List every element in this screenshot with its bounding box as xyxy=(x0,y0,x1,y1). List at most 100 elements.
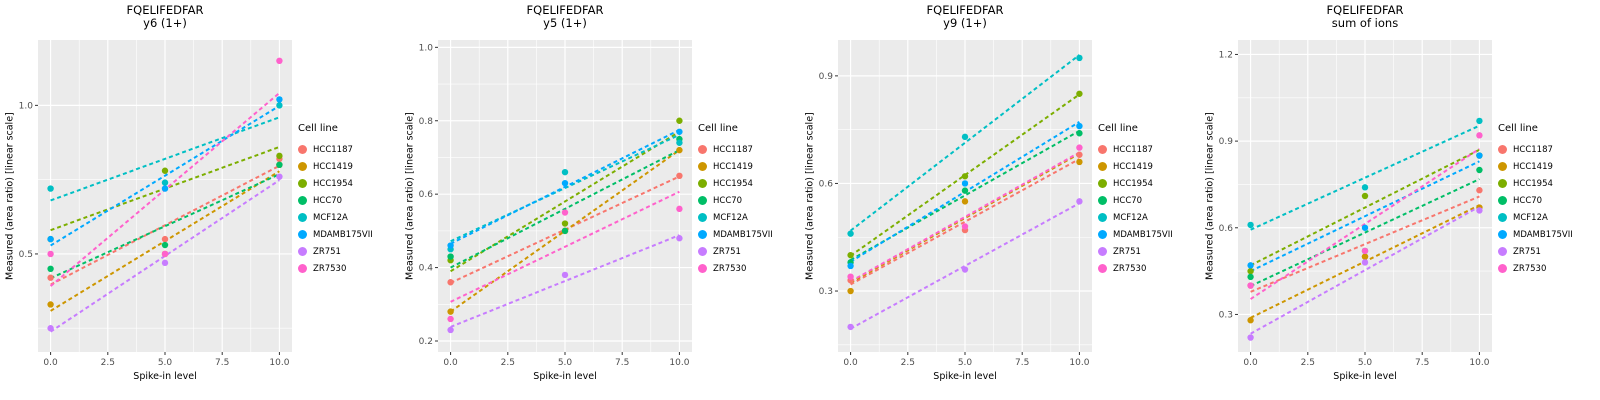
x-tick-label: 7.5 xyxy=(1015,358,1029,368)
legend-item-label: HCC1419 xyxy=(1513,161,1553,172)
legend-item: ZR7530 xyxy=(698,260,773,277)
legend-key-dot xyxy=(1098,145,1107,154)
x-tick-label: 0.0 xyxy=(43,358,58,368)
legend-item: ZR7530 xyxy=(1498,260,1573,277)
legend-item-label: HCC1187 xyxy=(713,144,753,155)
y-tick-label: 1.2 xyxy=(1219,50,1233,60)
y-tick-label: 0.2 xyxy=(419,337,433,347)
legend-item-label: ZR751 xyxy=(713,246,741,257)
legend-item: HCC1187 xyxy=(698,141,773,158)
legend-item-label: ZR751 xyxy=(313,246,341,257)
y-tick-label: 0.6 xyxy=(1219,224,1234,234)
legend-item-label: HCC1419 xyxy=(1113,161,1153,172)
y-tick-label: 0.6 xyxy=(419,190,434,200)
legend-item-label: MDAMB175VII xyxy=(1513,229,1573,240)
panel-title: FQELIFEDFAR xyxy=(126,3,204,17)
x-tick-label: 2.5 xyxy=(1301,358,1315,368)
legend-item-label: HCC1419 xyxy=(313,161,353,172)
legend-item-label: HCC1954 xyxy=(713,178,753,189)
panel-title: FQELIFEDFAR xyxy=(526,3,604,17)
legend-item: MCF12A xyxy=(698,209,773,226)
legend-title: Cell line xyxy=(298,123,338,134)
y-tick-label: 0.9 xyxy=(819,72,834,82)
legend-key-dot xyxy=(1498,162,1507,171)
legend-item-label: MCF12A xyxy=(1113,212,1148,223)
legend-item: MDAMB175VII xyxy=(298,226,373,243)
legend-key-dot xyxy=(298,247,307,256)
legend-item: HCC1954 xyxy=(298,175,373,192)
legend-item-label: ZR7530 xyxy=(1113,263,1147,274)
x-tick-label: 2.5 xyxy=(901,358,915,368)
x-tick-label: 5.0 xyxy=(958,358,973,368)
x-tick-label: 7.5 xyxy=(615,358,629,368)
x-tick-label: 10.0 xyxy=(1069,358,1089,368)
x-axis-label: Spike-in level xyxy=(933,371,997,382)
title-block: FQELIFEDFAR y5 (1+) xyxy=(438,4,692,30)
legend-key-dot xyxy=(298,162,307,171)
x-tick-label: 2.5 xyxy=(501,358,515,368)
y-tick-label: 0.9 xyxy=(1219,137,1234,147)
legend-item: ZR751 xyxy=(298,243,373,260)
legend-item: ZR7530 xyxy=(298,260,373,277)
legend-key-dot xyxy=(698,264,707,273)
legend-item: HCC1419 xyxy=(698,158,773,175)
y-tick-label: 0.3 xyxy=(1219,310,1233,320)
y-tick-label: 0.5 xyxy=(19,250,33,260)
legend-key-dot xyxy=(698,213,707,222)
x-tick-label: 5.0 xyxy=(158,358,173,368)
legend-item-label: HCC1954 xyxy=(1513,178,1553,189)
x-tick-label: 10.0 xyxy=(669,358,689,368)
legend-item: MCF12A xyxy=(1498,209,1573,226)
legend-item: MDAMB175VII xyxy=(1498,226,1573,243)
y-tick-label: 0.6 xyxy=(819,179,834,189)
legend-item-label: ZR751 xyxy=(1113,246,1141,257)
legend-key-dot xyxy=(698,230,707,239)
panel-subtitle: y9 (1+) xyxy=(943,16,987,30)
legend-items: HCC1187 HCC1419 HCC1954 HCC70 MCF12A MDAMB175… xyxy=(1098,141,1173,277)
legend-item-label: HCC1187 xyxy=(313,144,353,155)
legend-item-label: HCC70 xyxy=(713,195,743,206)
legend-item: MCF12A xyxy=(1098,209,1173,226)
legend-item: HCC70 xyxy=(1498,192,1573,209)
title-block: FQELIFEDFAR y9 (1+) xyxy=(838,4,1092,30)
legend-item-label: ZR7530 xyxy=(313,263,347,274)
legend-item: HCC70 xyxy=(298,192,373,209)
legend-item-label: HCC1187 xyxy=(1513,144,1553,155)
legend-key-dot xyxy=(298,213,307,222)
legend-item-label: HCC1954 xyxy=(1113,178,1153,189)
legend-items: HCC1187 HCC1419 HCC1954 HCC70 MCF12A MDAMB175… xyxy=(698,141,773,277)
legend-item: HCC1419 xyxy=(1498,158,1573,175)
legend-items: HCC1187 HCC1419 HCC1954 HCC70 MCF12A MDAMB175… xyxy=(1498,141,1573,277)
x-axis-label: Spike-in level xyxy=(1333,371,1397,382)
legend-key-dot xyxy=(1498,230,1507,239)
legend-item: ZR751 xyxy=(1498,243,1573,260)
y-tick-label: 0.4 xyxy=(419,264,434,274)
legend-item-label: MCF12A xyxy=(713,212,748,223)
panel-title: FQELIFEDFAR xyxy=(1326,3,1404,17)
title-block: FQELIFEDFAR y6 (1+) xyxy=(38,4,292,30)
legend-items: HCC1187 HCC1419 HCC1954 HCC70 MCF12A MDAMB175… xyxy=(298,141,373,277)
legend-key-dot xyxy=(1098,213,1107,222)
legend-key-dot xyxy=(298,196,307,205)
legend-key-dot xyxy=(298,145,307,154)
plot-area: 0.0 2.5 5.0 7.5 10.0 0.2 0.4 0.6 0.8 1.0 xyxy=(419,40,692,368)
legend-key-dot xyxy=(1498,247,1507,256)
legend-item: ZR7530 xyxy=(1098,260,1173,277)
legend-key-dot xyxy=(698,179,707,188)
x-tick-label: 10.0 xyxy=(269,358,289,368)
legend-key-dot xyxy=(698,145,707,154)
legend-key-dot xyxy=(1098,230,1107,239)
panel-subtitle: y5 (1+) xyxy=(543,16,587,30)
legend: Cell line HCC1187 HCC1419 HCC1954 HCC70 MCF1… xyxy=(298,123,373,277)
legend-item: HCC1954 xyxy=(1498,175,1573,192)
chart-panel-y6: FQELIFEDFAR y6 (1+) Measured (area ratio… xyxy=(0,0,400,400)
x-tick-label: 7.5 xyxy=(1415,358,1429,368)
legend-key-dot xyxy=(298,179,307,188)
legend-item: HCC70 xyxy=(698,192,773,209)
x-axis-label: Spike-in level xyxy=(533,371,597,382)
legend-key-dot xyxy=(1498,179,1507,188)
legend-item: HCC1954 xyxy=(1098,175,1173,192)
legend-item-label: ZR7530 xyxy=(1513,263,1547,274)
legend-item: HCC1954 xyxy=(698,175,773,192)
